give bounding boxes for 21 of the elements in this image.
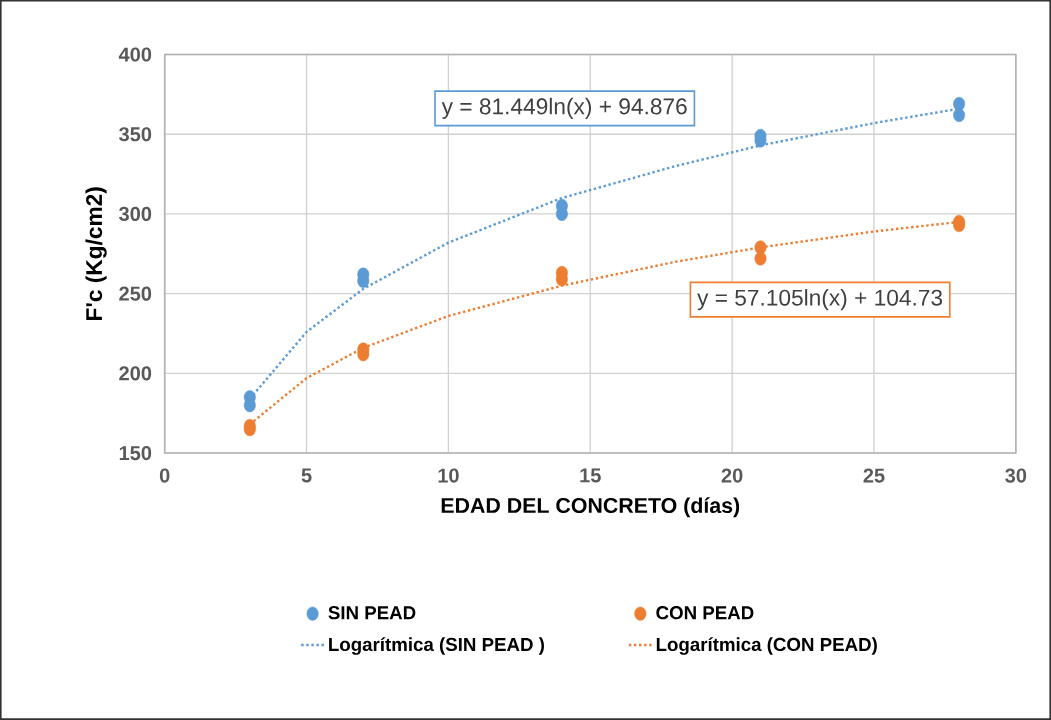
legend-label: SIN PEAD: [328, 606, 416, 620]
y-tick-label: 250: [119, 286, 152, 301]
y-tick-label: 150: [119, 446, 152, 461]
x-tick-label: 10: [438, 468, 459, 483]
y-tick-label: 200: [119, 366, 152, 381]
annotation: y = 81.449ln(x) + 94.876: [441, 97, 687, 119]
y-axis-title: F'c (Kg/cm2): [85, 187, 107, 320]
y-tick-label: 400: [118, 47, 152, 62]
x-tick-label: 5: [301, 468, 312, 483]
x-tick-label: 0: [159, 468, 170, 483]
x-tick-label: 25: [863, 468, 885, 483]
y-tick-label: 300: [119, 206, 152, 222]
legend-label: CON PEAD: [656, 606, 754, 620]
x-tick-label: 20: [721, 468, 743, 483]
x-tick-label: 30: [1005, 468, 1027, 483]
annotation: y = 57.105ln(x) + 104.73: [697, 289, 943, 311]
y-tick-label: 350: [119, 127, 152, 142]
x-axis-title: EDAD DEL CONCRETO (días): [441, 497, 740, 518]
x-tick-label: 15: [580, 468, 601, 483]
legend-label: Logarítmica (CON PEAD): [656, 637, 877, 655]
legend-label: Logarítmica (SIN PEAD ): [329, 637, 544, 655]
